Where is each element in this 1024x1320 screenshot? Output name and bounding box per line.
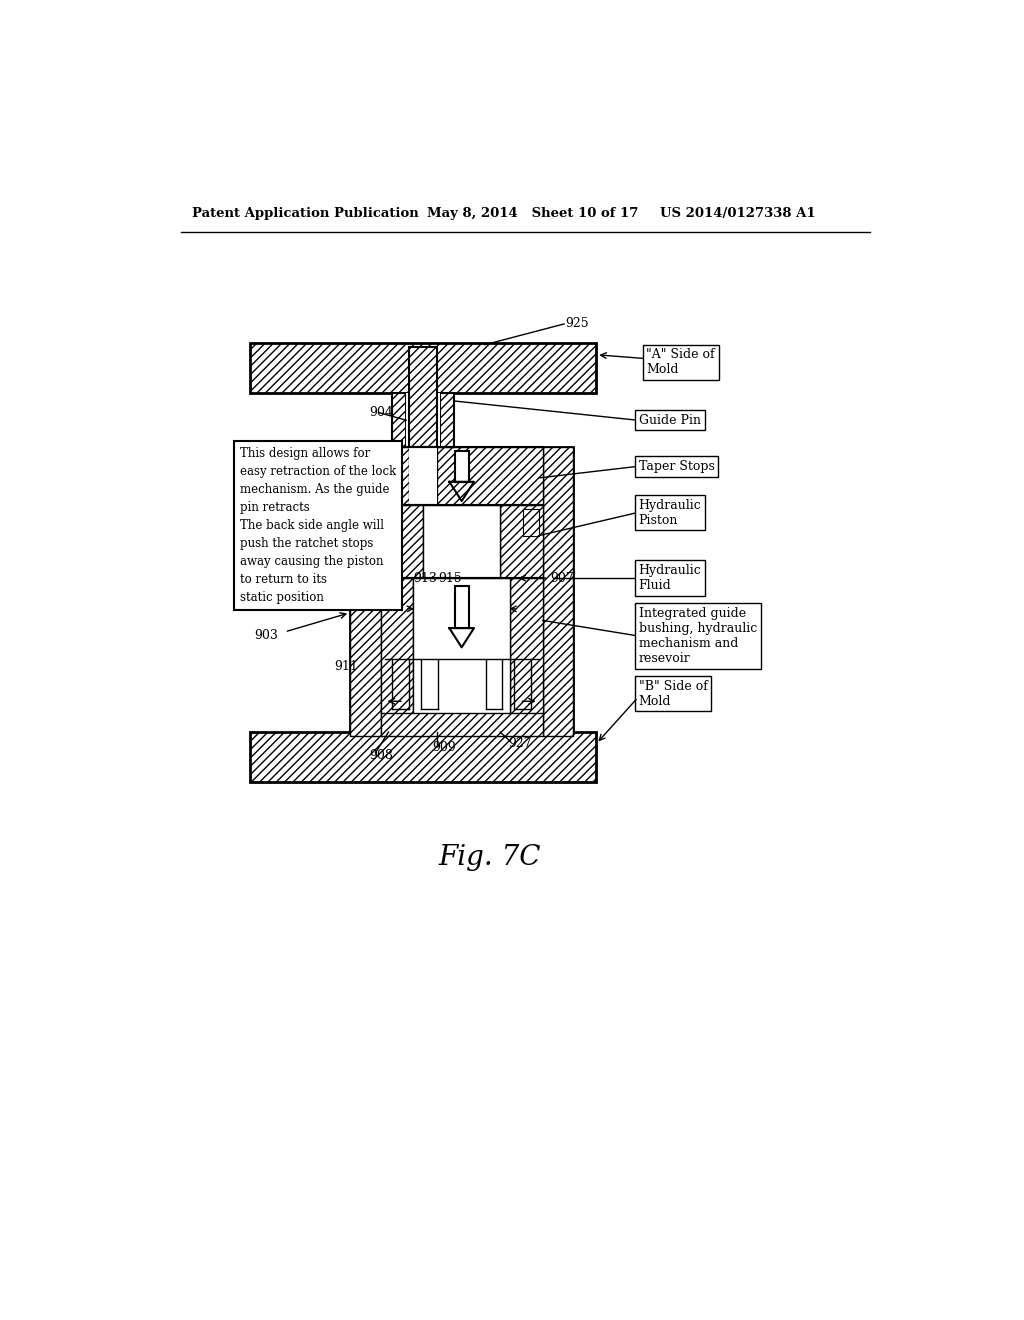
Text: 927: 927 — [508, 737, 531, 750]
Bar — [410, 447, 437, 506]
Text: Hydraulic
Piston: Hydraulic Piston — [639, 499, 701, 527]
Bar — [455, 586, 469, 628]
Text: Patent Application Publication: Patent Application Publication — [193, 207, 419, 220]
Text: This design allows for
easy retraction of the lock
mechanism. As the guide
pin r: This design allows for easy retraction o… — [240, 447, 396, 605]
Text: Hydraulic
Fluid: Hydraulic Fluid — [639, 564, 701, 593]
Bar — [440, 393, 454, 447]
Bar — [500, 506, 543, 578]
Text: Integrated guide
bushing, hydraulic
mechanism and
resevoir: Integrated guide bushing, hydraulic mech… — [639, 607, 757, 665]
Bar — [381, 506, 423, 578]
Bar — [410, 347, 437, 447]
Bar — [350, 447, 381, 737]
Bar — [385, 508, 400, 536]
Text: "A" Side of
Mold: "A" Side of Mold — [646, 348, 715, 376]
Bar — [543, 447, 573, 737]
Text: May 8, 2014   Sheet 10 of 17: May 8, 2014 Sheet 10 of 17 — [427, 207, 638, 220]
Bar — [437, 447, 543, 506]
Text: Fig. 7C: Fig. 7C — [438, 843, 541, 871]
Bar — [350, 447, 573, 737]
Bar — [250, 343, 596, 393]
Bar — [523, 508, 539, 536]
Bar — [392, 393, 407, 447]
Bar — [381, 706, 543, 737]
Text: 911: 911 — [335, 660, 358, 673]
Text: 904: 904 — [370, 407, 393, 418]
Text: US 2014/0127338 A1: US 2014/0127338 A1 — [660, 207, 816, 220]
Text: 908: 908 — [370, 748, 393, 762]
Text: Guide Pin: Guide Pin — [639, 413, 700, 426]
Bar — [381, 578, 413, 713]
Bar — [455, 451, 469, 482]
Text: "B" Side of
Mold: "B" Side of Mold — [639, 680, 708, 708]
Text: 905: 905 — [357, 454, 382, 467]
Bar — [510, 578, 543, 713]
Bar — [381, 447, 410, 506]
Text: 925: 925 — [565, 317, 589, 330]
Text: Taper Stops: Taper Stops — [639, 459, 715, 473]
Bar — [413, 578, 510, 713]
Text: 909: 909 — [432, 741, 456, 754]
Text: 913: 913 — [413, 572, 437, 585]
Text: 903: 903 — [254, 630, 278, 643]
Bar — [423, 506, 500, 578]
Text: 907: 907 — [550, 572, 574, 585]
Bar — [407, 393, 440, 447]
Bar — [250, 733, 596, 781]
Text: 915: 915 — [438, 572, 462, 585]
